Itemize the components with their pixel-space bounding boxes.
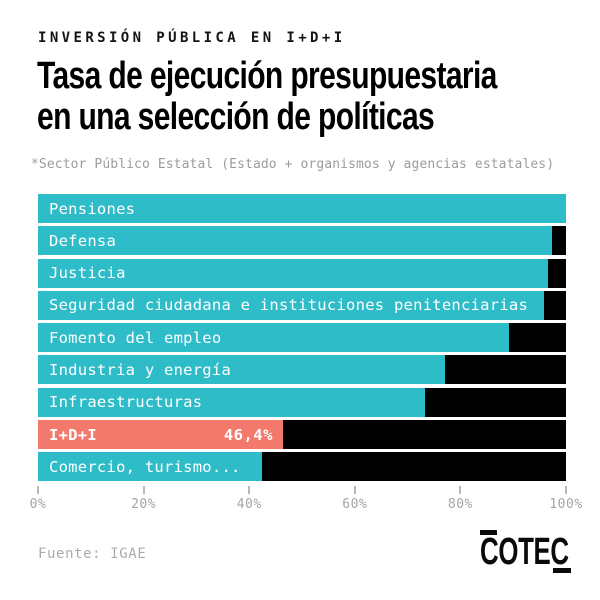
axis-tick-label: 60% — [342, 496, 368, 512]
axis-tick-label: 100% — [549, 496, 583, 512]
bar-fill: Seguridad ciudadana e instituciones peni… — [38, 290, 544, 320]
bar-label: I+D+I — [49, 425, 97, 444]
bar-label: Fomento del empleo — [49, 328, 222, 347]
axis-tick-0 — [37, 485, 39, 494]
bar-row-defensa: Defensa — [38, 226, 566, 256]
bar-fill: Pensiones — [38, 194, 566, 223]
bar-row-comercio-turismo: Comercio, turismo... — [38, 452, 566, 482]
axis-tick-label: 80% — [447, 496, 473, 512]
bar-label: Comercio, turismo... — [49, 457, 241, 476]
page-title-line-2: en una selección de políticas — [37, 96, 435, 138]
bar-row-pensiones: Pensiones — [38, 194, 566, 223]
bar-value-label: 46,4% — [223, 425, 273, 444]
axis-tick-40 — [248, 485, 251, 494]
bar-row-justicia: Justicia — [38, 258, 566, 288]
bar-chart: Pensiones Defensa Justicia Seguridad ciu… — [30, 194, 582, 519]
bar-label: Justicia — [49, 264, 126, 283]
bar-label: Infraestructuras — [49, 393, 203, 412]
bar-label: Seguridad ciudadana e instituciones peni… — [49, 296, 529, 315]
axis-tick-label: 40% — [236, 496, 262, 512]
bar-row-idi-highlight: I+D+I 46,4% — [38, 420, 566, 450]
bar-fill: Fomento del empleo — [38, 323, 509, 353]
bar-row-fomento-empleo: Fomento del empleo — [38, 323, 566, 353]
bar-row-infraestructuras: Infraestructuras — [38, 387, 566, 417]
x-axis: 0% 20% 40% 60% 80% 100% — [30, 485, 582, 519]
axis-tick-100 — [565, 485, 567, 494]
subtitle-note: *Sector Público Estatal (Estado + organi… — [31, 157, 555, 172]
axis-tick-80 — [459, 485, 462, 494]
axis-tick-label: 0% — [29, 496, 47, 512]
bar-fill: Comercio, turismo... — [38, 452, 262, 482]
bar-fill-highlight: I+D+I 46,4% — [38, 420, 283, 450]
bar-label: Pensiones — [49, 199, 136, 218]
page-title-line-1: Tasa de ejecución presupuestaria — [37, 55, 497, 97]
axis-tick-20 — [142, 485, 145, 494]
axis-tick-60 — [353, 485, 356, 494]
bar-fill: Infraestructuras — [38, 387, 426, 417]
bar-label: Industria y energía — [49, 360, 232, 379]
bar-fill: Industria y energía — [38, 355, 445, 385]
logo-wordmark: COTEC — [480, 531, 569, 573]
bar-row-industria-energia: Industria y energía — [38, 355, 566, 385]
page-title: Tasa de ejecución presupuestaria en una s… — [37, 56, 497, 138]
bar-row-seguridad: Seguridad ciudadana e instituciones peni… — [38, 290, 566, 320]
logo-underline-bar — [553, 568, 571, 573]
cotec-logo: COTEC — [480, 530, 572, 573]
logo-overline-bar — [480, 530, 497, 535]
kicker: INVERSIÓN PÚBLICA EN I+D+I — [38, 30, 346, 46]
bar-fill: Defensa — [38, 226, 553, 256]
bar-label: Defensa — [49, 231, 117, 250]
source-credit: Fuente: IGAE — [38, 546, 147, 562]
bar-fill: Justicia — [38, 258, 548, 288]
axis-tick-label: 20% — [131, 496, 157, 512]
